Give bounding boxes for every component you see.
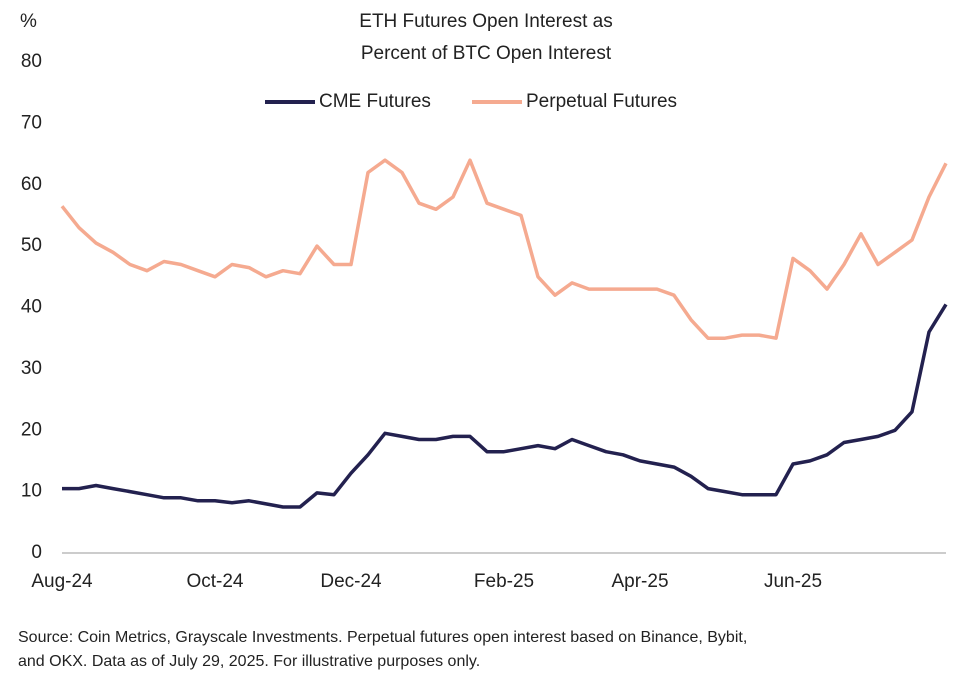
legend-label: Perpetual Futures bbox=[526, 91, 677, 112]
x-tick-label: Jun-25 bbox=[764, 571, 822, 592]
y-tick-label: 50 bbox=[21, 235, 42, 256]
y-tick-label: 0 bbox=[31, 542, 42, 563]
source-note: Source: Coin Metrics, Grayscale Investme… bbox=[18, 629, 747, 646]
x-tick-label: Apr-25 bbox=[611, 571, 668, 592]
legend-label: CME Futures bbox=[319, 91, 431, 112]
y-tick-label: 20 bbox=[21, 419, 42, 440]
chart-title: ETH Futures Open Interest as bbox=[359, 11, 612, 32]
y-tick-label: 30 bbox=[21, 358, 42, 379]
y-tick-label: 80 bbox=[21, 51, 42, 72]
x-tick-label: Feb-25 bbox=[474, 571, 534, 592]
data-line bbox=[60, 158, 948, 340]
chart-title: Percent of BTC Open Interest bbox=[361, 43, 612, 64]
y-axis-label: % bbox=[20, 11, 37, 32]
y-tick-label: 70 bbox=[21, 112, 42, 133]
data-line bbox=[62, 303, 948, 509]
x-tick-label: Dec-24 bbox=[320, 571, 382, 592]
x-tick-label: Oct-24 bbox=[186, 571, 243, 592]
y-tick-label: 40 bbox=[21, 297, 42, 318]
source-note: and OKX. Data as of July 29, 2025. For i… bbox=[18, 653, 480, 670]
y-tick-label: 10 bbox=[21, 481, 42, 502]
x-tick-label: Aug-24 bbox=[31, 571, 93, 592]
y-tick-label: 60 bbox=[21, 174, 42, 195]
